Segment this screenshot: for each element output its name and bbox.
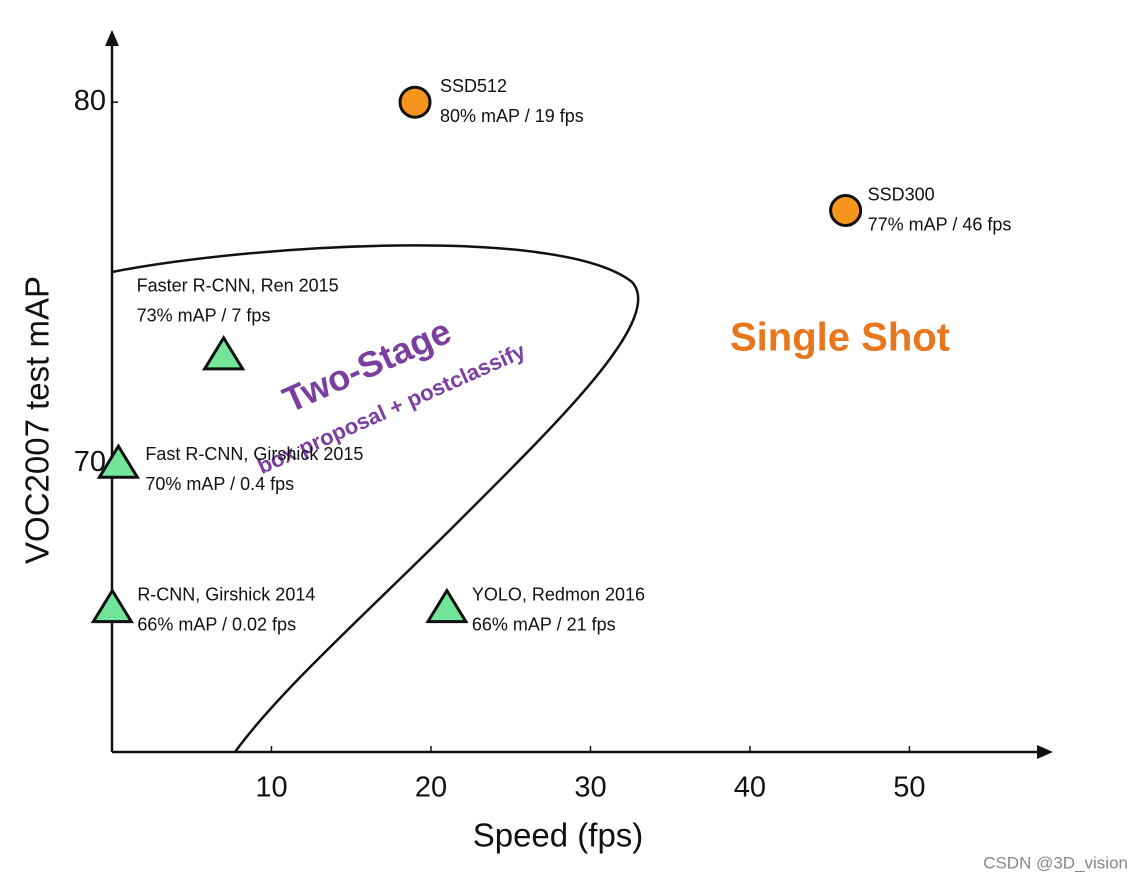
point-label: SSD300 (868, 184, 935, 204)
point-marker (201, 335, 246, 371)
point-marker (90, 587, 134, 624)
point-label: R-CNN, Girshick 2014 (137, 584, 315, 604)
point-sublabel: 70% mAP / 0.4 fps (145, 474, 294, 494)
point-marker (96, 443, 141, 479)
x-axis-arrow (1037, 745, 1053, 759)
point-marker (398, 85, 432, 119)
y-axis-arrow (105, 30, 119, 46)
x-tick-label: 50 (893, 772, 925, 804)
x-tick-label: 40 (734, 772, 766, 804)
point-sublabel: 80% mAP / 19 fps (440, 106, 584, 126)
point-marker (425, 587, 469, 624)
x-axis-title: Speed (fps) (473, 817, 644, 854)
x-tick-label: 10 (255, 772, 287, 804)
point-label: Fast R-CNN, Girshick 2015 (145, 444, 363, 464)
watermark: CSDN @3D_vision (983, 853, 1128, 872)
point-sublabel: 66% mAP / 21 fps (472, 614, 616, 634)
point-label: YOLO, Redmon 2016 (472, 584, 645, 604)
y-tick-label: 80 (74, 85, 106, 117)
point-label: SSD512 (440, 76, 507, 96)
region-boundary (111, 244, 640, 753)
point-sublabel: 66% mAP / 0.02 fps (137, 614, 296, 634)
single-shot-label: Single Shot (730, 316, 950, 360)
y-axis-title: VOC2007 test mAP (19, 276, 56, 564)
x-tick-label: 30 (574, 772, 606, 804)
point-sublabel: 77% mAP / 46 fps (868, 214, 1012, 234)
point-marker (829, 194, 863, 227)
point-label: Faster R-CNN, Ren 2015 (137, 276, 339, 296)
point-sublabel: 73% mAP / 7 fps (137, 306, 271, 326)
x-tick-label: 20 (415, 772, 447, 804)
